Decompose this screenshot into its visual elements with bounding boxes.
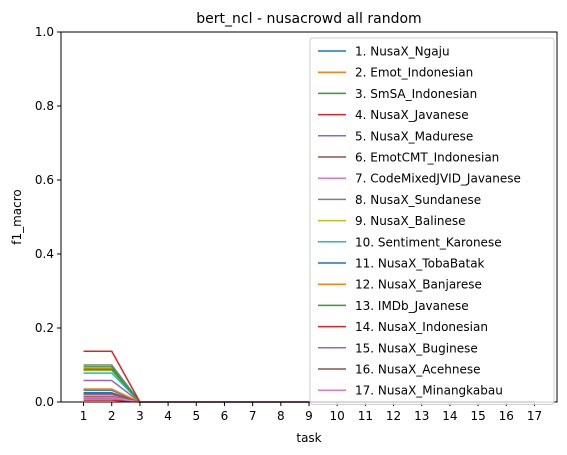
legend-entry-label: 11. NusaX_TobaBatak: [355, 257, 485, 271]
x-tick-label: 9: [305, 409, 313, 423]
x-tick-label: 8: [277, 409, 285, 423]
legend-entry-label: 4. NusaX_Javanese: [355, 108, 469, 122]
x-tick-label: 7: [249, 409, 257, 423]
legend-entry-label: 13. IMDb_Javanese: [355, 299, 469, 313]
x-tick-label: 10: [330, 409, 345, 423]
x-tick-label: 3: [136, 409, 144, 423]
x-tick-label: 4: [164, 409, 172, 423]
chart-title: bert_ncl - nusacrowd all random: [196, 11, 421, 27]
y-tick-label: 0.4: [35, 247, 54, 261]
y-tick-label: 0.6: [35, 173, 54, 187]
legend-entry-label: 1. NusaX_Ngaju: [355, 45, 450, 59]
x-tick-label: 6: [221, 409, 229, 423]
x-tick-label: 2: [108, 409, 116, 423]
x-tick-label: 5: [192, 409, 200, 423]
x-tick-label: 17: [527, 409, 542, 423]
y-axis-label: f1_macro: [10, 189, 24, 245]
x-tick-label: 15: [470, 409, 485, 423]
legend-entry-label: 8. NusaX_Sundanese: [355, 193, 481, 207]
legend-entry-label: 2. Emot_Indonesian: [355, 66, 473, 80]
legend-entry-label: 7. CodeMixedJVID_Javanese: [355, 172, 521, 186]
axes: 1 2 3 4 5 6 7 8 9 10 11 12 13 14 15 16 170.00.20.40.60.8…: [35, 25, 542, 423]
x-tick-label: 12: [386, 409, 401, 423]
x-tick-label: 1: [80, 409, 88, 423]
y-tick-label: 0.2: [35, 321, 54, 335]
y-tick-label: 0.8: [35, 99, 54, 113]
x-tick-label: 14: [442, 409, 457, 423]
legend-entry-label: 15. NusaX_Buginese: [355, 341, 478, 355]
x-tick-label: 13: [414, 409, 429, 423]
legend-box: [309, 37, 555, 405]
legend-entry-label: 16. NusaX_Acehnese: [355, 363, 481, 377]
x-axis-label: task: [296, 431, 321, 445]
legend-entry-label: 5. NusaX_Madurese: [355, 129, 473, 143]
legend-entry-label: 3. SmSA_Indonesian: [355, 87, 477, 101]
legend-entry-label: 6. EmotCMT_Indonesian: [355, 151, 499, 165]
legend: 1. NusaX_Ngaju 2. Emot_Indonesian 3. SmSA_…: [309, 37, 555, 405]
y-tick-label: 1.0: [35, 25, 54, 39]
legend-entry-label: 17. NusaX_Minangkabau: [355, 384, 503, 398]
legend-entry-label: 14. NusaX_Indonesian: [355, 320, 488, 334]
legend-entry-label: 12. NusaX_Banjarese: [355, 278, 482, 292]
y-tick-label: 0.0: [35, 395, 54, 409]
x-tick-label: 11: [358, 409, 373, 423]
x-tick-label: 16: [499, 409, 514, 423]
legend-entry-label: 10. Sentiment_Karonese: [355, 235, 502, 249]
plot-frame: [60, 31, 558, 403]
legend-entry-label: 9. NusaX_Balinese: [355, 214, 466, 228]
